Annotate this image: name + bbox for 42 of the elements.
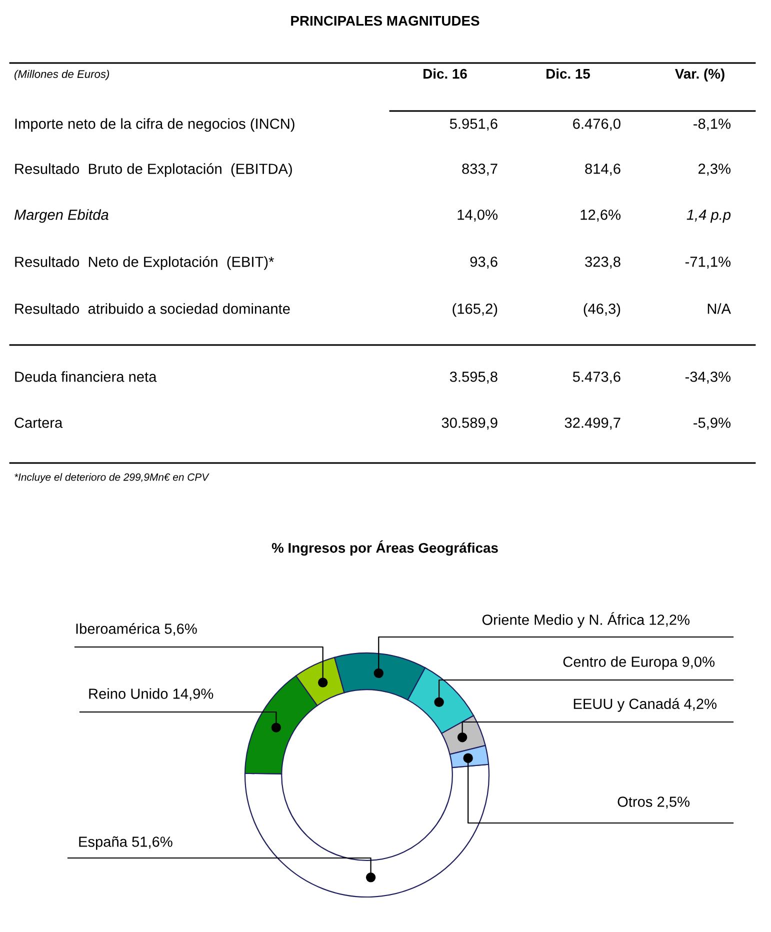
text: 14,0% — [458, 210, 498, 222]
slice-label: EEUU y Canadá 4,2% — [574, 698, 716, 712]
text: Resultado atribuido a sociedad dominante — [15, 303, 290, 314]
text: Deuda financiera neta — [15, 371, 157, 382]
text: PRINCIPALES MAGNITUDES — [291, 16, 480, 26]
text: 5.951,6 — [450, 118, 498, 131]
text: (165,2) — [452, 303, 498, 317]
slice-label: Iberoamérica 5,6% — [76, 623, 197, 636]
text: 93,6 — [470, 256, 498, 269]
text: Importe neto de la cifra de negocios (INCN) — [15, 118, 294, 132]
slice-label: Oriente Medio y N. África 12,2% — [482, 612, 690, 628]
text: (Millones de Euros) — [14, 70, 110, 80]
text: 2,3% — [698, 164, 730, 176]
text: -5,9% — [694, 418, 730, 430]
text: Dic. 15 — [546, 68, 590, 79]
text: Dic. 16 — [424, 68, 467, 79]
text: Resultado Bruto de Explotación (EBITDA) — [15, 163, 292, 177]
slice-label: Reino Unido 14,9% — [89, 688, 214, 701]
text: 32.499,7 — [564, 418, 620, 430]
text: -34,3% — [685, 372, 730, 384]
text: Resultado Neto de Explotación (EBIT)* — [15, 256, 274, 270]
text: 833,7 — [462, 164, 498, 176]
text: 5.473,6 — [572, 372, 620, 384]
text: -71,1% — [685, 256, 730, 269]
text: (46,3) — [584, 303, 620, 317]
slice-label: Otros 2,5% — [618, 796, 690, 809]
text: 12,6% — [580, 210, 620, 222]
text: 814,6 — [585, 164, 620, 176]
text: Var. (%) — [675, 68, 724, 82]
text: 30.589,9 — [442, 418, 498, 430]
text: 3.595,8 — [450, 372, 498, 384]
text: *Incluye el deterioro de 299,9Mn€ en CPV — [14, 473, 210, 483]
text: 323,8 — [585, 256, 620, 269]
chart-title: % Ingresos por Áreas Geográficas — [272, 540, 498, 556]
text: Margen Ebitda — [14, 209, 108, 223]
text: Cartera — [14, 418, 63, 428]
text: 1,4 p.p — [686, 210, 731, 223]
text: -8,1% — [694, 118, 730, 131]
slice-label: España 51,6% — [79, 836, 172, 850]
text: N/A — [708, 303, 731, 314]
text: 6.476,0 — [573, 118, 620, 131]
slice-label: Centro de Europa 9,0% — [563, 656, 714, 670]
